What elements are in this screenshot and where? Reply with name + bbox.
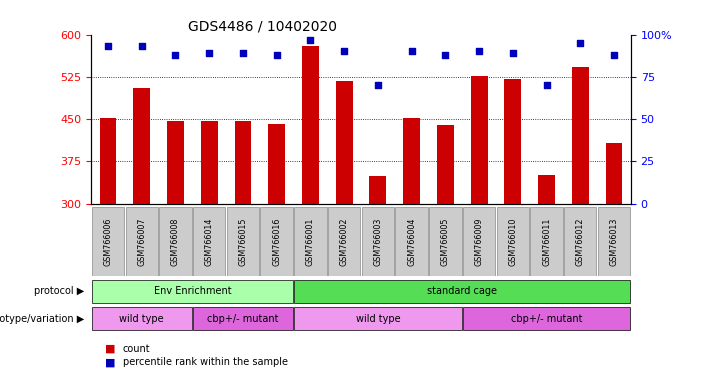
FancyBboxPatch shape: [564, 207, 597, 276]
FancyBboxPatch shape: [193, 207, 226, 276]
Bar: [167, 121, 184, 204]
FancyBboxPatch shape: [92, 307, 191, 331]
Text: Env Enrichment: Env Enrichment: [154, 286, 231, 296]
Point: [238, 50, 249, 56]
Text: ■: ■: [105, 344, 119, 354]
Text: GDS4486 / 10402020: GDS4486 / 10402020: [189, 20, 337, 33]
Text: genotype/variation ▶: genotype/variation ▶: [0, 314, 84, 324]
FancyBboxPatch shape: [226, 207, 259, 276]
Text: wild type: wild type: [355, 314, 400, 324]
Bar: [403, 119, 420, 204]
FancyBboxPatch shape: [429, 207, 461, 276]
Point: [102, 43, 114, 50]
Bar: [470, 76, 487, 204]
Text: ■: ■: [105, 358, 119, 367]
Text: percentile rank within the sample: percentile rank within the sample: [123, 358, 287, 367]
Bar: [133, 88, 150, 204]
Text: GSM766008: GSM766008: [171, 218, 180, 266]
Bar: [437, 125, 454, 204]
Point: [575, 40, 586, 46]
Bar: [505, 79, 522, 204]
FancyBboxPatch shape: [463, 307, 630, 331]
Point: [170, 52, 181, 58]
Text: GSM766009: GSM766009: [475, 218, 484, 266]
FancyBboxPatch shape: [294, 207, 327, 276]
Text: GSM766015: GSM766015: [238, 218, 247, 266]
FancyBboxPatch shape: [125, 207, 158, 276]
Text: GSM766003: GSM766003: [374, 218, 382, 266]
Text: GSM766016: GSM766016: [272, 218, 281, 266]
FancyBboxPatch shape: [294, 307, 461, 331]
Text: GSM766014: GSM766014: [205, 218, 214, 266]
Text: GSM766004: GSM766004: [407, 218, 416, 266]
FancyBboxPatch shape: [395, 207, 428, 276]
Text: GSM766012: GSM766012: [576, 218, 585, 266]
Bar: [235, 121, 252, 204]
FancyBboxPatch shape: [598, 207, 630, 276]
Point: [440, 52, 451, 58]
Text: GSM766013: GSM766013: [610, 218, 618, 266]
Text: cbp+/- mutant: cbp+/- mutant: [511, 314, 583, 324]
Point: [608, 52, 620, 58]
FancyBboxPatch shape: [159, 207, 191, 276]
Text: cbp+/- mutant: cbp+/- mutant: [207, 314, 279, 324]
Bar: [336, 81, 353, 204]
Text: GSM766011: GSM766011: [542, 218, 551, 266]
Bar: [538, 175, 555, 204]
Bar: [268, 124, 285, 204]
Point: [508, 50, 519, 56]
Bar: [369, 177, 386, 204]
Text: GSM766006: GSM766006: [104, 218, 112, 266]
FancyBboxPatch shape: [294, 280, 630, 303]
Point: [305, 36, 316, 43]
Point: [473, 48, 484, 55]
Point: [271, 52, 283, 58]
FancyBboxPatch shape: [531, 207, 563, 276]
FancyBboxPatch shape: [463, 207, 496, 276]
FancyBboxPatch shape: [193, 307, 293, 331]
Point: [203, 50, 215, 56]
Text: count: count: [123, 344, 150, 354]
Bar: [200, 121, 217, 204]
Point: [339, 48, 350, 55]
Point: [136, 43, 147, 50]
Text: GSM766001: GSM766001: [306, 218, 315, 266]
Bar: [606, 143, 622, 204]
Point: [372, 82, 383, 88]
Text: protocol ▶: protocol ▶: [34, 286, 84, 296]
Text: standard cage: standard cage: [427, 286, 497, 296]
FancyBboxPatch shape: [362, 207, 394, 276]
Text: wild type: wild type: [119, 314, 164, 324]
FancyBboxPatch shape: [92, 280, 293, 303]
Point: [541, 82, 552, 88]
FancyBboxPatch shape: [261, 207, 293, 276]
Text: GSM766005: GSM766005: [441, 218, 450, 266]
Text: GSM766007: GSM766007: [137, 218, 147, 266]
Point: [406, 48, 417, 55]
Text: GSM766010: GSM766010: [508, 218, 517, 266]
Bar: [302, 46, 319, 204]
FancyBboxPatch shape: [328, 207, 360, 276]
Bar: [100, 118, 116, 204]
Bar: [572, 67, 589, 204]
Text: GSM766002: GSM766002: [340, 218, 348, 266]
FancyBboxPatch shape: [92, 207, 124, 276]
FancyBboxPatch shape: [496, 207, 529, 276]
